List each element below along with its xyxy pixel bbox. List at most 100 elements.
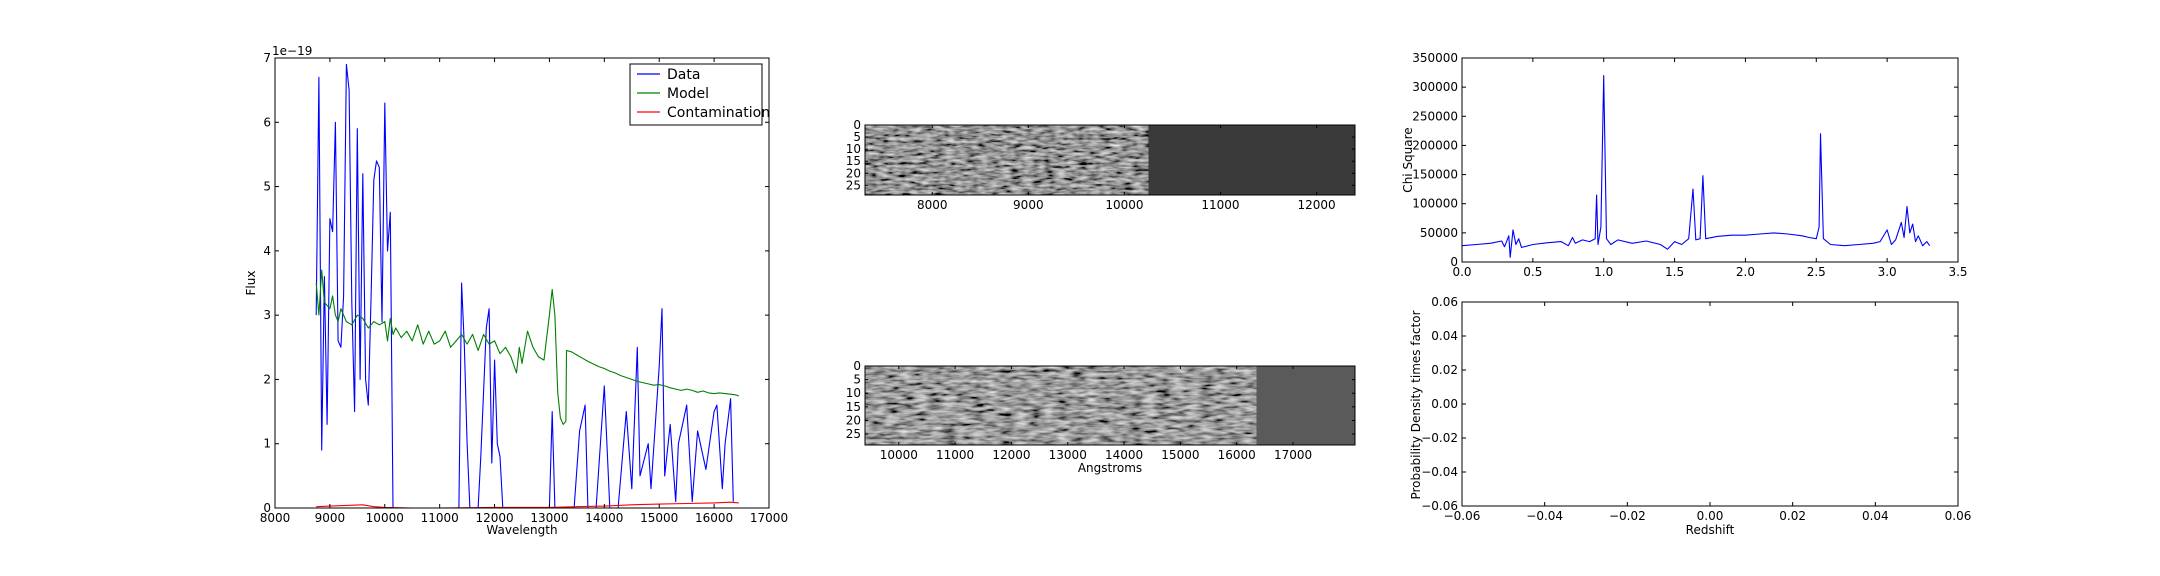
image-bottom-ytick-label: 5 — [853, 373, 861, 387]
pdf-xtick-label: 0.00 — [1697, 509, 1724, 523]
chi-square-xtick-label: 1.5 — [1665, 265, 1684, 279]
legend-label-data: Data — [667, 67, 700, 83]
image-bottom-xtick-label: 17000 — [1274, 448, 1312, 462]
spectrum-image-bottom: 10000 11000 12000 13000 14000 15000 16000 17000… — [846, 359, 1356, 475]
pdf-xtick-label: 0.06 — [1945, 509, 1972, 523]
pdf-ytick-label: −0.06 — [1421, 499, 1458, 513]
image-top-x-ticks: 8000 9000 10000 11000 12000 — [917, 125, 1336, 212]
probability-density-plot: −0.06 −0.04 −0.02 0.00 0.02 0.04 0.06 −0.06−0.… — [1409, 295, 1971, 537]
image-top-xtick-label: 12000 — [1297, 198, 1335, 212]
pdf-frame — [1461, 301, 1959, 507]
spectrum-xtick-label: 13000 — [530, 511, 568, 525]
spectrum-x-ticks: 8000 9000 10000 11000 12000 13000 14000 15000 16… — [260, 58, 788, 525]
chi-square-ytick-label: 0 — [1450, 255, 1458, 269]
spectrum-line-data — [315, 63, 734, 509]
spectrum-ylabel: Flux — [244, 271, 258, 296]
spectrum-xtick-label: 10000 — [366, 511, 404, 525]
spectrum-ytick-label: 0 — [263, 501, 271, 515]
chi-square-ytick-label: 300000 — [1412, 80, 1458, 94]
pdf-xtick-label: −0.04 — [1526, 509, 1563, 523]
spectrum-lines — [315, 63, 740, 509]
pdf-ytick-label: 0.06 — [1431, 295, 1458, 309]
image-bottom-xtick-label: 10000 — [880, 448, 918, 462]
pdf-ytick-label: 0.00 — [1431, 397, 1458, 411]
pdf-ytick-label: 0.02 — [1431, 363, 1458, 377]
image-bottom-ytick-label: 0 — [853, 359, 861, 373]
spectrum-xtick-label: 17000 — [750, 511, 788, 525]
spectrum-xtick-label: 11000 — [421, 511, 459, 525]
chi-square-xtick-label: 2.0 — [1736, 265, 1755, 279]
image-top-frame — [864, 124, 1356, 196]
spectrum-xtick-label: 14000 — [585, 511, 623, 525]
image-top-ytick-label: 25 — [846, 178, 861, 192]
image-bottom-xtick-label: 16000 — [1218, 448, 1256, 462]
spectrum-legend: Data Model Contamination — [629, 63, 770, 126]
image-bottom-xlabel: Angstroms — [1078, 461, 1142, 475]
legend-label-model: Model — [667, 86, 709, 102]
image-bottom-xtick-label: 15000 — [1161, 448, 1199, 462]
image-bottom-xtick-label: 14000 — [1105, 448, 1143, 462]
chi-square-xtick-label: 3.0 — [1878, 265, 1897, 279]
spectrum-offset-text: 1e−19 — [272, 44, 312, 58]
image-bottom-xtick-label: 12000 — [992, 448, 1030, 462]
chi-square-y-ticks: 0 50000 100000 150000 200000 250000 300000 3500… — [1412, 51, 1958, 269]
chi-square-xtick-label: 3.5 — [1948, 265, 1967, 279]
image-bottom-x-ticks: 10000 11000 12000 13000 14000 15000 16000 17000 — [880, 366, 1312, 462]
spectrum-plot: 8000 9000 10000 11000 12000 13000 14000 15000 16… — [244, 44, 788, 537]
spectrum-ytick-label: 2 — [263, 372, 271, 386]
spectrum-xlabel: Wavelength — [486, 523, 557, 537]
image-top-xtick-label: 9000 — [1013, 198, 1044, 212]
spectrum-ytick-label: 3 — [263, 308, 271, 322]
chi-square-x-ticks: 0.0 0.5 1.0 1.5 2.0 2.5 3.0 3.5 — [1452, 58, 1968, 279]
chi-square-ytick-label: 250000 — [1412, 109, 1458, 123]
chi-square-xtick-label: 1.0 — [1594, 265, 1613, 279]
pdf-ytick-label: −0.02 — [1421, 431, 1458, 445]
spectrum-line-model — [315, 269, 740, 425]
chi-square-ylabel: Chi Square — [1401, 127, 1415, 192]
image-top-pixels — [865, 125, 1149, 195]
chi-square-ytick-label: 150000 — [1412, 168, 1458, 182]
chi-square-xtick-label: 2.5 — [1807, 265, 1826, 279]
pdf-xlabel: Redshift — [1686, 523, 1735, 537]
pdf-xtick-label: −0.06 — [1444, 509, 1481, 523]
spectrum-xtick-label: 12000 — [475, 511, 513, 525]
spectrum-xtick-label: 15000 — [640, 511, 678, 525]
image-top-ytick-label: 20 — [846, 166, 861, 180]
spectrum-ytick-label: 5 — [263, 180, 271, 194]
image-top-xtick-label: 10000 — [1105, 198, 1143, 212]
spectrum-ytick-label: 1 — [263, 437, 271, 451]
image-bottom-frame — [864, 365, 1356, 446]
pdf-xtick-label: 0.02 — [1779, 509, 1806, 523]
pdf-ytick-label: 0.04 — [1431, 329, 1458, 343]
chi-square-ytick-label: 100000 — [1412, 197, 1458, 211]
image-bottom-xtick-label: 11000 — [936, 448, 974, 462]
chi-square-xtick-label: 0.0 — [1452, 265, 1471, 279]
chi-square-ytick-label: 350000 — [1412, 51, 1458, 65]
chi-square-ytick-label: 200000 — [1412, 138, 1458, 152]
image-bottom-ytick-label: 10 — [846, 386, 861, 400]
pdf-ytick-label: −0.04 — [1421, 465, 1458, 479]
image-bottom-ytick-label: 15 — [846, 400, 861, 414]
image-bottom-ytick-label: 20 — [846, 413, 861, 427]
image-top-ytick-label: 15 — [846, 154, 861, 168]
pdf-xtick-label: 0.04 — [1862, 509, 1889, 523]
chi-square-ytick-label: 50000 — [1420, 226, 1458, 240]
pdf-xtick-label: −0.02 — [1609, 509, 1646, 523]
spectrum-xtick-label: 9000 — [315, 511, 346, 525]
spectrum-xtick-label: 8000 — [260, 511, 291, 525]
image-bottom-pixels — [865, 366, 1257, 445]
chi-square-lines — [1461, 74, 1931, 258]
image-top-ytick-label: 5 — [853, 130, 861, 144]
spectrum-y-ticks: 0 1 2 3 4 5 6 7 — [263, 51, 769, 515]
chi-square-line-chi-square-series-0 — [1461, 74, 1931, 258]
pdf-x-ticks: −0.06 −0.04 −0.02 0.00 0.02 0.04 0.06 — [1444, 302, 1972, 523]
image-top-xtick-label: 8000 — [917, 198, 948, 212]
pdf-ylabel: Probability Density times factor — [1409, 310, 1423, 499]
chi-square-frame — [1461, 57, 1959, 263]
image-top-ytick-label: 10 — [846, 142, 861, 156]
image-bottom-xtick-label: 13000 — [1049, 448, 1087, 462]
